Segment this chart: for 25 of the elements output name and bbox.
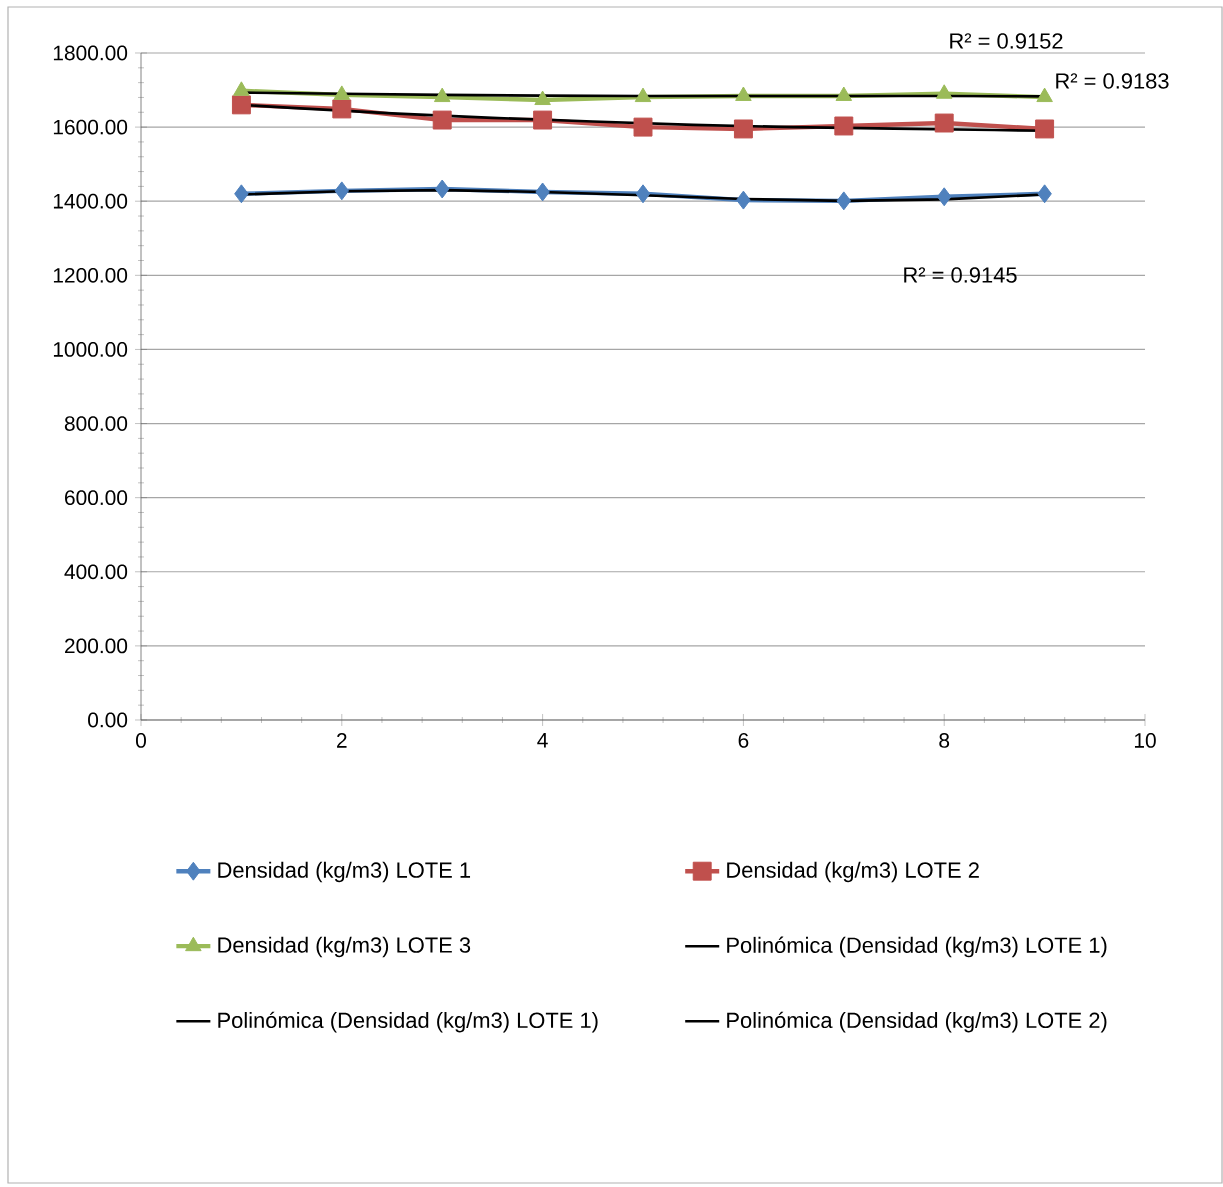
x-tick-label: 6	[738, 733, 749, 748]
y-tick-label: 1000.00	[53, 342, 128, 357]
x-tick-label: 4	[537, 733, 548, 748]
annotation: R² = 0.9145	[904, 267, 1017, 283]
y-tick-label: 1200.00	[53, 267, 128, 283]
legend-label: Polinómica (Densidad (kg/m3) LOTE 1)	[727, 936, 1107, 958]
x-tick-label: 2	[337, 733, 347, 748]
y-tick-label: 1400.00	[53, 193, 128, 209]
legend-label: Polinómica (Densidad (kg/m3) LOTE 2)	[727, 1011, 1107, 1033]
legend-label: Densidad (kg/m3) LOTE 1	[218, 861, 471, 883]
legend-label: Densidad (kg/m3) LOTE 2	[727, 861, 979, 883]
annotation: R² = 0.9183	[1056, 73, 1169, 89]
x-tick-label: 0	[135, 733, 146, 748]
y-tick-label: 400.00	[64, 564, 128, 580]
y-tick-label: 1600.00	[53, 119, 128, 135]
y-tick-label: 1800.00	[53, 45, 128, 61]
text: R² = 0.9152	[950, 33, 1063, 49]
x-tick-label: 10	[1134, 733, 1156, 748]
x-tick-label: 8	[939, 733, 950, 748]
y-tick-label: 800.00	[64, 416, 128, 431]
y-tick-label: 0.00	[88, 712, 128, 728]
legend-label: Polinómica (Densidad (kg/m3) LOTE 1)	[218, 1011, 598, 1033]
y-tick-label: 600.00	[65, 490, 128, 506]
y-tick-label: 200.00	[65, 638, 128, 654]
legend-label: Densidad (kg/m3) LOTE 3	[218, 936, 471, 958]
